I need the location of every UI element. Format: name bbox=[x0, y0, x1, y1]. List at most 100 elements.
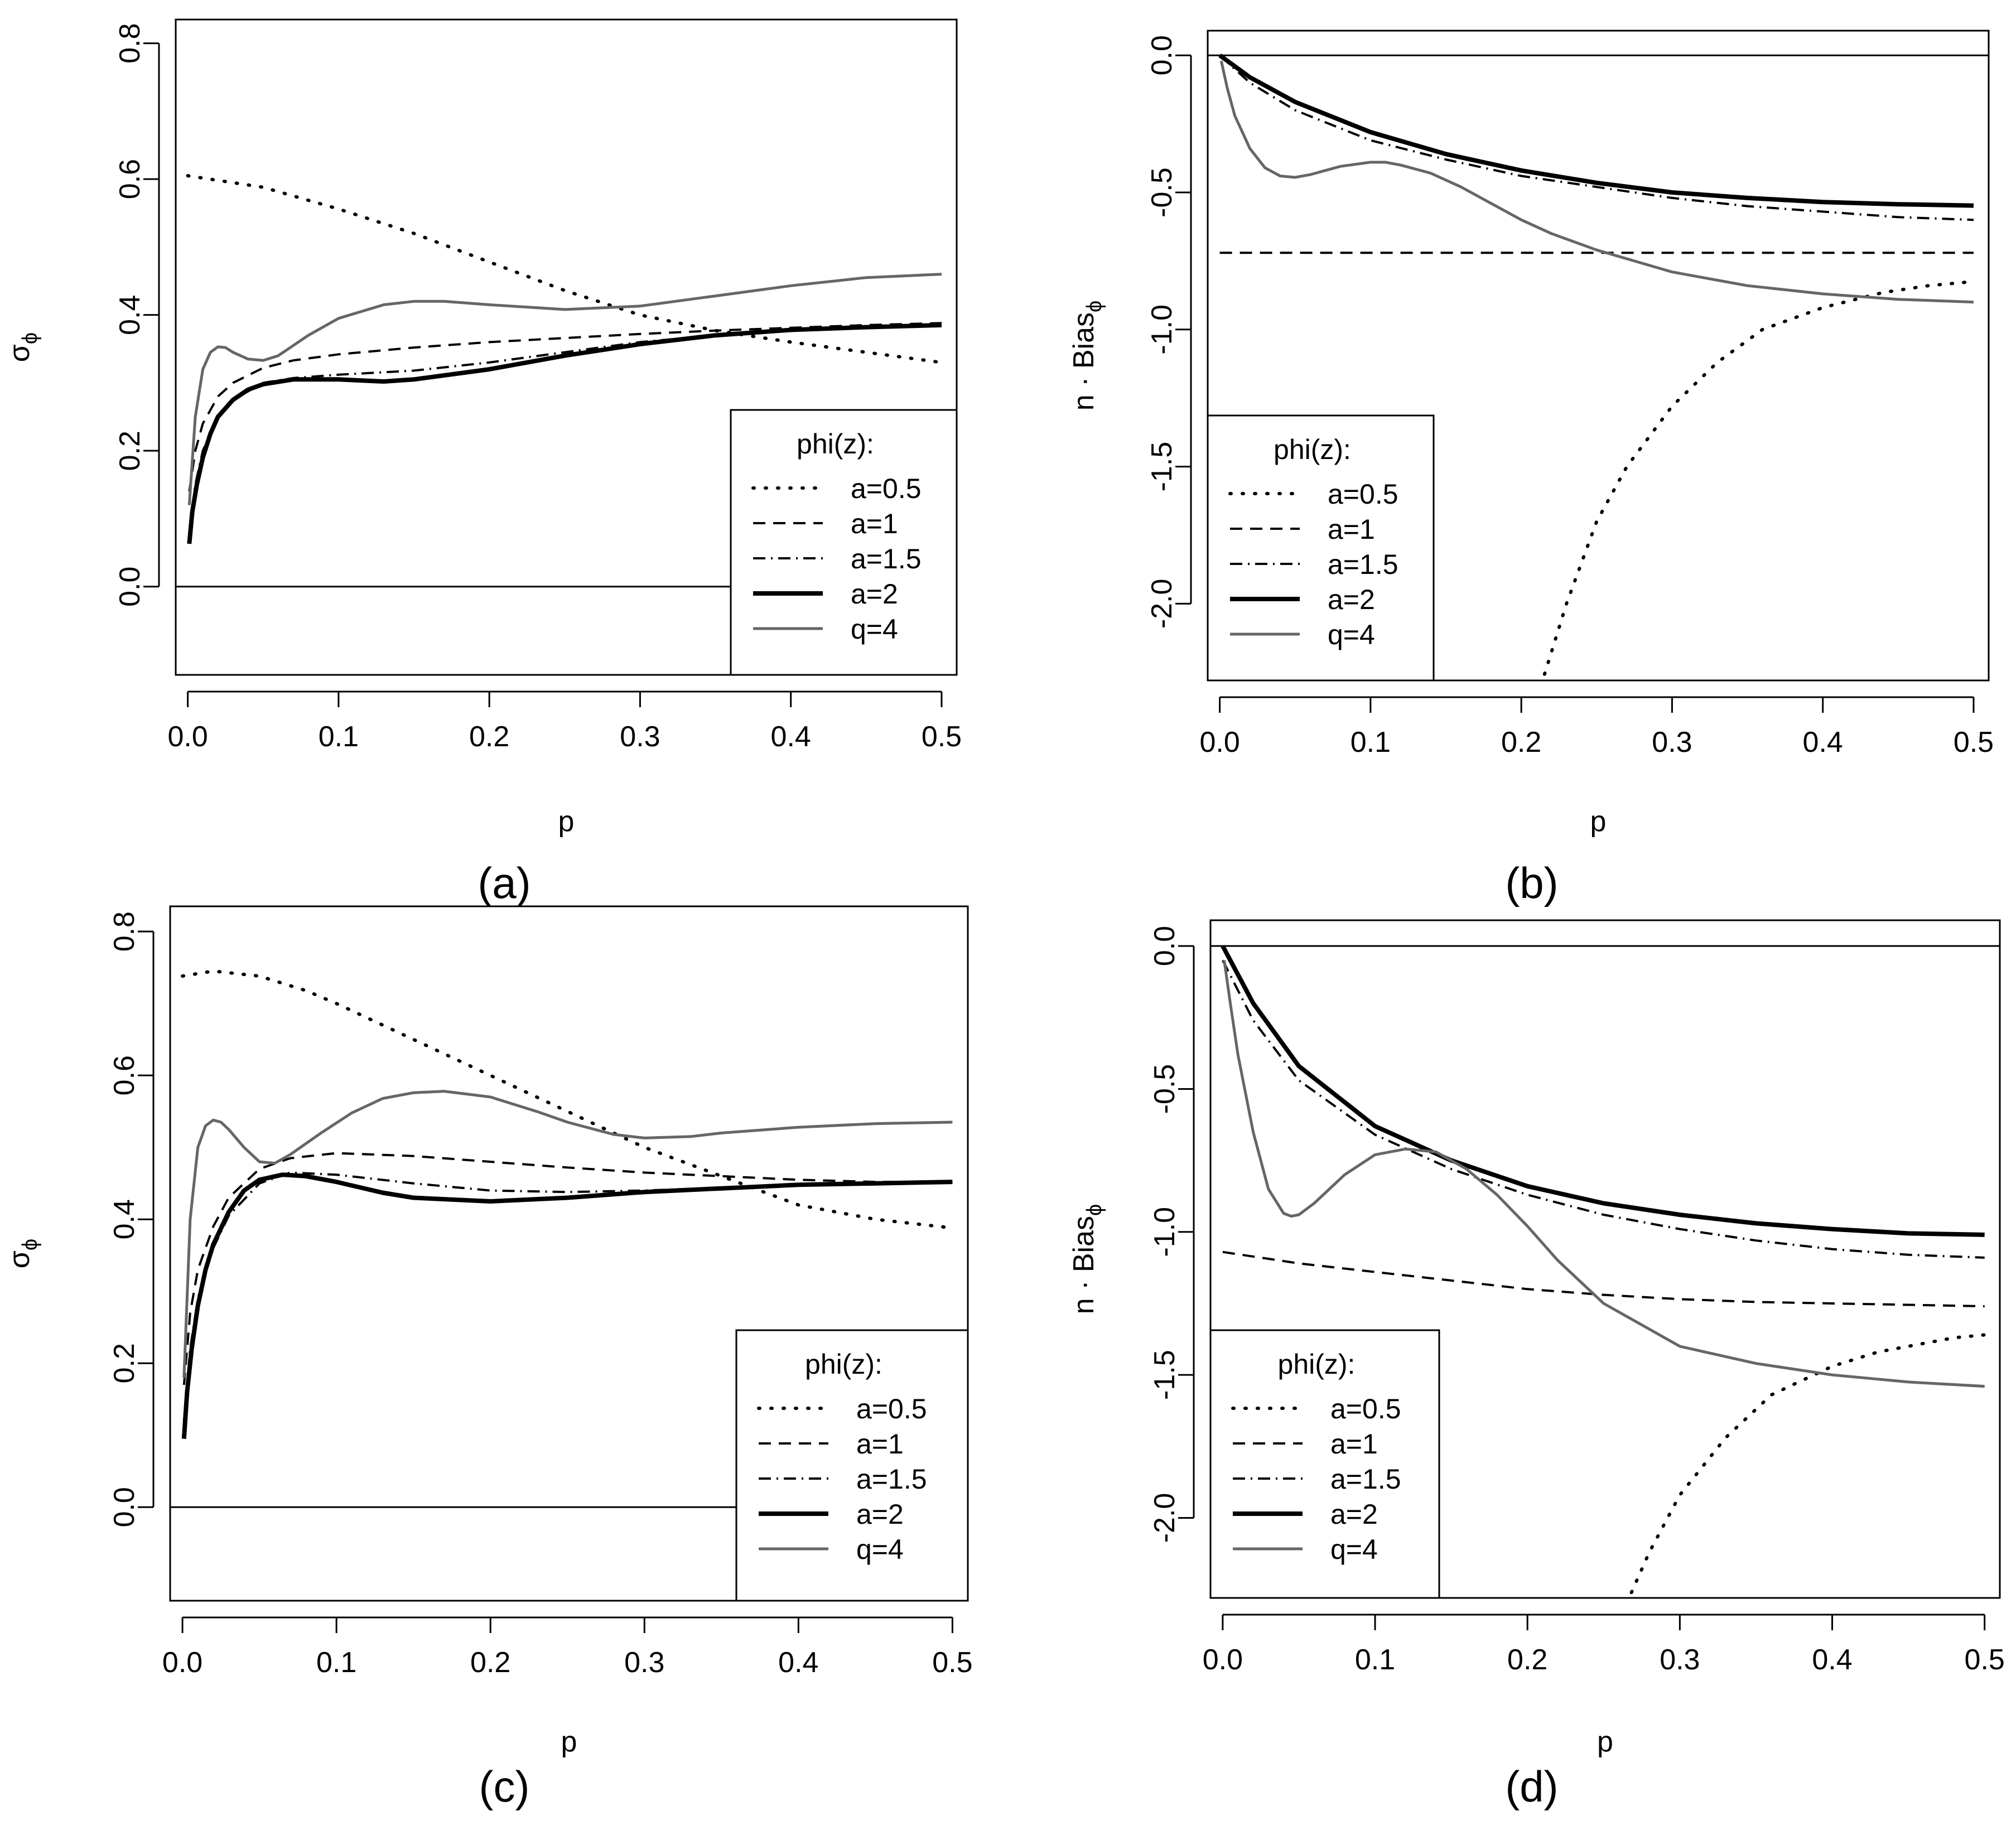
x-tick-label: 0.0 bbox=[162, 1646, 202, 1679]
x-tick-label: 0.2 bbox=[469, 721, 509, 753]
y-axis-label-subscript: ϕ bbox=[18, 1239, 42, 1250]
y-tick-label: -1.5 bbox=[1149, 1350, 1181, 1400]
y-axis-label: n · Biasϕ bbox=[1068, 1204, 1106, 1315]
x-tick-label: 0.2 bbox=[1507, 1644, 1547, 1676]
legend-label: a=1.5 bbox=[856, 1464, 927, 1495]
legend-label: q=4 bbox=[851, 614, 898, 645]
series-line-a-1-5 bbox=[1222, 959, 1985, 1259]
y-tick-label: -1.0 bbox=[1149, 1207, 1181, 1257]
legend: phi(z): a=0.5 a=1 a=1.5 a=2 q=4 bbox=[1207, 414, 1435, 682]
series-line-q-4 bbox=[1219, 60, 1974, 304]
y-tick-label: 0.0 bbox=[1146, 35, 1178, 75]
panel-caption: (d) bbox=[1505, 1762, 1558, 1811]
y-tick-label: 0.8 bbox=[114, 23, 146, 63]
x-tick-label: 0.4 bbox=[771, 721, 811, 753]
legend-label: a=0.5 bbox=[856, 1393, 927, 1424]
y-tick-label: 0.6 bbox=[114, 159, 146, 199]
legend-box bbox=[730, 409, 958, 676]
x-tick-label: 0.5 bbox=[922, 721, 962, 753]
series-line-a-2 bbox=[187, 322, 942, 544]
legend-label: a=2 bbox=[1330, 1499, 1378, 1530]
panel-b: 0.0 0.1 0.2 0.3 0.4 0.5 0.0 -0.5 -1.0 -1.5 -2.0 p n … bbox=[1068, 30, 1994, 907]
x-tick-label: 0.3 bbox=[620, 721, 660, 753]
y-axis-label: σϕ bbox=[3, 1239, 42, 1268]
panel-caption: (c) bbox=[479, 1762, 530, 1811]
series-line-a-0-5 bbox=[181, 969, 954, 1230]
y-tick-label: 0.0 bbox=[108, 1487, 141, 1527]
x-tick-label: 0.0 bbox=[1203, 1644, 1243, 1676]
y-tick-label: 0.0 bbox=[114, 567, 146, 607]
x-tick-label: 0.4 bbox=[1803, 726, 1843, 759]
legend-title: phi(z): bbox=[1274, 434, 1351, 465]
y-tick-label: 0.0 bbox=[1149, 926, 1181, 966]
y-tick-label: -0.5 bbox=[1146, 167, 1178, 218]
legend-label: a=1.5 bbox=[1330, 1464, 1401, 1495]
x-tick-label: 0.4 bbox=[1812, 1644, 1852, 1676]
legend-title: phi(z): bbox=[805, 1349, 882, 1380]
y-tick-label: -1.0 bbox=[1146, 305, 1178, 355]
legend-label: a=0.5 bbox=[1328, 479, 1398, 510]
plot-frame bbox=[175, 18, 958, 676]
panel-caption: (a) bbox=[478, 858, 530, 907]
legend-label: q=4 bbox=[856, 1534, 904, 1565]
series-line-q-4 bbox=[1223, 960, 1985, 1388]
y-axis-label-main: σ bbox=[3, 1250, 36, 1268]
legend-label: a=1.5 bbox=[851, 543, 922, 574]
y-tick-label: -2.0 bbox=[1149, 1493, 1181, 1543]
legend-box bbox=[1207, 414, 1435, 682]
x-tick-label: 0.5 bbox=[1954, 726, 1994, 759]
y-tick-label: -1.5 bbox=[1146, 442, 1178, 492]
series-line-a-1-5 bbox=[1219, 54, 1974, 221]
x-tick-label: 0.3 bbox=[1660, 1644, 1700, 1676]
series-line-a-1 bbox=[1222, 1250, 1985, 1308]
legend: phi(z): a=0.5 a=1 a=1.5 a=2 q=4 bbox=[730, 409, 958, 676]
x-tick-label: 0.1 bbox=[319, 721, 359, 753]
series-line-a-1 bbox=[188, 322, 942, 492]
plot-frame bbox=[1209, 919, 2001, 1599]
y-tick-label: 0.4 bbox=[108, 1199, 141, 1239]
y-axis-label-main: Bias bbox=[1068, 1216, 1100, 1272]
x-axis-label: p bbox=[1590, 805, 1607, 838]
y-axis-label-prefix: n · bbox=[1068, 1272, 1100, 1314]
legend-box bbox=[735, 1329, 969, 1602]
legend: phi(z): a=0.5 a=1 a=1.5 a=2 q=4 bbox=[735, 1329, 969, 1602]
legend-label: a=2 bbox=[851, 578, 898, 610]
legend-label: a=2 bbox=[856, 1499, 904, 1530]
series-line-a-2 bbox=[1221, 945, 1985, 1237]
legend-label: a=1 bbox=[1328, 514, 1375, 545]
panel-d: 0.0 0.1 0.2 0.3 0.4 0.5 0.0 -0.5 -1.0 -1.5 -2.0 p n … bbox=[1068, 919, 2005, 1811]
x-tick-label: 0.0 bbox=[167, 721, 208, 753]
x-tick-label: 0.3 bbox=[624, 1646, 664, 1679]
legend-label: q=4 bbox=[1328, 619, 1375, 650]
x-tick-label: 0.1 bbox=[1351, 726, 1391, 759]
x-tick-label: 0.0 bbox=[1199, 726, 1239, 759]
legend-label: q=4 bbox=[1330, 1534, 1378, 1565]
series-line-a-0-5 bbox=[1541, 279, 1975, 680]
legend-label: a=1 bbox=[856, 1428, 904, 1460]
x-tick-label: 0.2 bbox=[1501, 726, 1541, 759]
legend-label: a=1 bbox=[1330, 1428, 1378, 1460]
series-line-a-2 bbox=[181, 1172, 953, 1439]
legend-label: a=0.5 bbox=[1330, 1393, 1401, 1424]
y-tick-label: 0.2 bbox=[108, 1343, 141, 1383]
y-tick-label: 0.6 bbox=[108, 1055, 141, 1095]
x-axis-label: p bbox=[1597, 1726, 1613, 1758]
legend-label: a=1 bbox=[851, 508, 898, 539]
series-line-a-2 bbox=[1218, 53, 1974, 208]
legend-title: phi(z): bbox=[797, 428, 874, 460]
y-axis-label-subscript: ϕ bbox=[1083, 1204, 1106, 1216]
series-line-q-4 bbox=[182, 1090, 953, 1378]
y-axis-label-main: Bias bbox=[1068, 312, 1100, 369]
y-axis-label-subscript: ϕ bbox=[1083, 301, 1106, 312]
panel-caption: (b) bbox=[1505, 858, 1558, 907]
x-tick-label: 0.3 bbox=[1652, 726, 1692, 759]
y-tick-label: -0.5 bbox=[1149, 1064, 1181, 1114]
series-line-a-0-5 bbox=[1627, 1333, 1986, 1598]
x-tick-label: 0.1 bbox=[1355, 1644, 1395, 1676]
x-tick-label: 0.2 bbox=[470, 1646, 510, 1679]
x-tick-label: 0.1 bbox=[316, 1646, 356, 1679]
panel-a: 0.0 0.1 0.2 0.3 0.4 0.5 0.0 0.2 0.4 0.6 0.8 p σϕ phi(… bbox=[3, 18, 962, 907]
series-line-a-0-5 bbox=[186, 174, 943, 364]
y-axis-label: n · Biasϕ bbox=[1068, 301, 1106, 411]
